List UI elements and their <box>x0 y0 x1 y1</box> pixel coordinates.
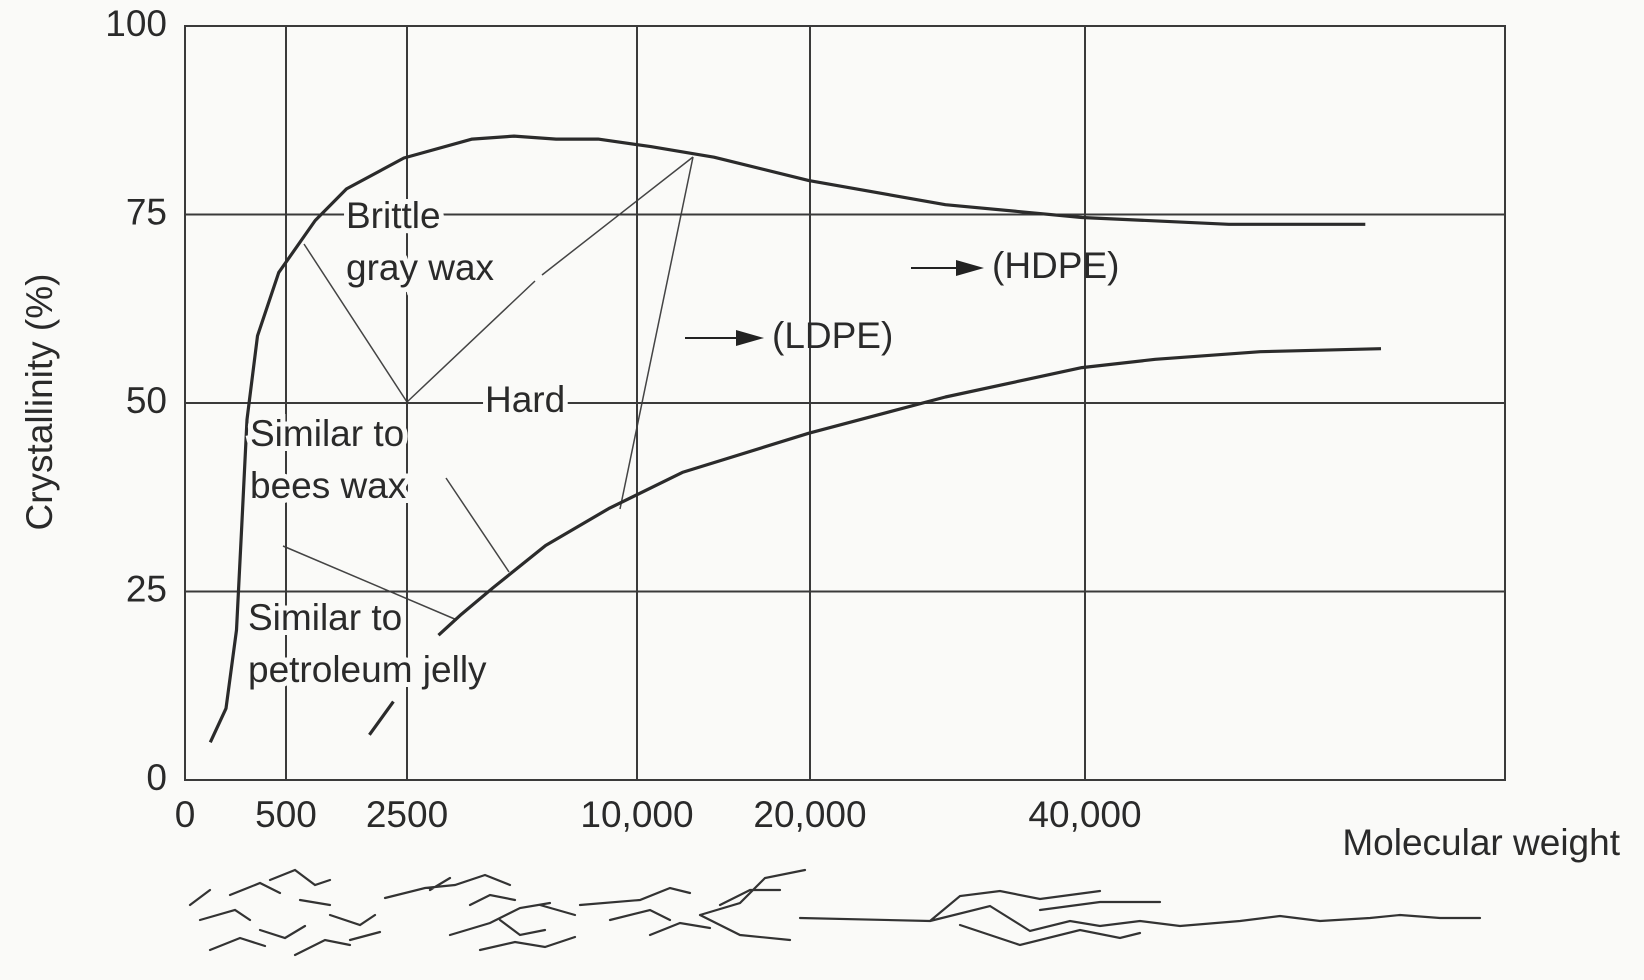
x-tick-label: 20,000 <box>753 794 866 835</box>
x-axis-title: Molecular weight <box>1342 822 1620 863</box>
y-tick-label: 0 <box>146 757 167 798</box>
y-tick-label: 100 <box>105 3 167 44</box>
sketch <box>385 875 575 950</box>
annotation: Hard <box>485 379 565 420</box>
y-tick-label: 25 <box>126 568 167 609</box>
sketch <box>800 891 1480 945</box>
annotation: Brittle <box>346 195 441 236</box>
x-tick-label: 10,000 <box>580 794 693 835</box>
y-tick-label: 75 <box>126 191 167 232</box>
x-tick-label: 40,000 <box>1028 794 1141 835</box>
annotation: Similar to <box>250 413 404 454</box>
label-arrow-head <box>736 330 764 346</box>
sketch <box>580 870 805 940</box>
chart: Crystallinity (%) Molecular weight 0 25 50… <box>0 0 1644 980</box>
annotation: bees wax <box>250 465 407 506</box>
annotation: gray wax <box>346 247 495 288</box>
x-tick-label: 0 <box>175 794 196 835</box>
x-tick-label: 500 <box>255 794 317 835</box>
series-label: (LDPE) <box>772 315 893 356</box>
sketch <box>190 870 380 955</box>
leader <box>542 157 693 275</box>
leader <box>446 478 509 572</box>
series-label: (HDPE) <box>992 245 1119 286</box>
y-axis-title: Crystallinity (%) <box>19 274 60 531</box>
molecule-sketches <box>190 870 1480 955</box>
label-arrow-head <box>956 260 984 276</box>
leader <box>620 157 693 509</box>
annotation: Similar to <box>248 597 402 638</box>
y-tick-label: 50 <box>126 380 167 421</box>
annotation: petroleum jelly <box>248 649 487 690</box>
x-tick-label: 2500 <box>366 794 448 835</box>
